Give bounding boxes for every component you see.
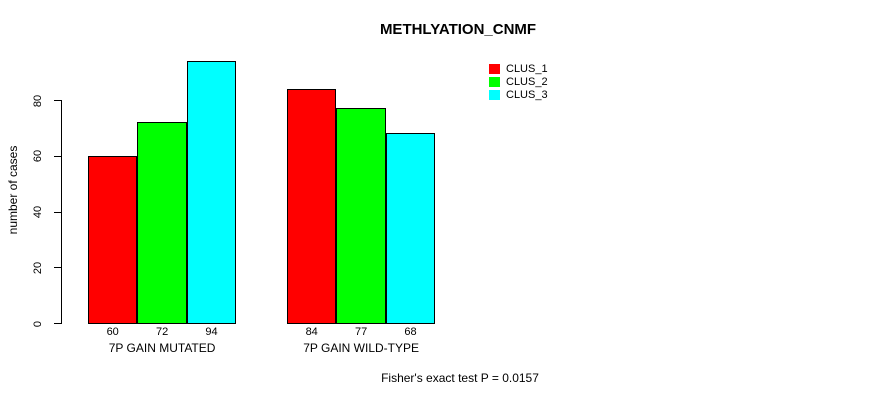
bar-value-label: 60 — [106, 326, 119, 338]
bar-clus_2-2 — [336, 108, 386, 324]
y-axis-label: number of cases — [6, 145, 20, 235]
bar-clus_1-1 — [88, 155, 138, 324]
bar-value-label: 84 — [305, 326, 318, 338]
bar-value-label: 94 — [205, 326, 218, 338]
legend-label: CLUS_3 — [506, 88, 548, 101]
y-tick-label: 40 — [32, 205, 44, 219]
y-axis-tick — [54, 267, 61, 269]
y-tick-label: 0 — [32, 320, 44, 327]
y-axis-line — [61, 100, 62, 324]
bar-clus_3-2 — [385, 133, 436, 324]
legend-label: CLUS_1 — [506, 62, 548, 75]
bar-value-label: 77 — [354, 326, 368, 338]
legend: CLUS_1 CLUS_2 CLUS_3 — [489, 62, 548, 101]
annotation-fisher-test: Fisher's exact test P = 0.0157 — [381, 371, 539, 385]
y-axis-tick — [54, 155, 61, 157]
bar-clus_2-1 — [137, 122, 187, 324]
y-tick-label: 80 — [32, 94, 44, 107]
category-label: 7P GAIN MUTATED — [108, 341, 216, 355]
category-label: 7P GAIN WILD-TYPE — [303, 341, 419, 355]
legend-swatch-icon — [489, 89, 500, 100]
y-axis-tick — [54, 323, 61, 324]
chart-title: METHLYATION_CNMF — [379, 21, 537, 38]
legend-item-clus_1: CLUS_1 — [489, 62, 548, 75]
y-tick-label: 60 — [32, 150, 44, 163]
legend-item-clus_2: CLUS_2 — [489, 75, 548, 88]
legend-swatch-icon — [489, 76, 500, 87]
legend-swatch-icon — [489, 63, 500, 74]
y-axis-tick — [54, 100, 61, 101]
bar-clus_3-1 — [186, 60, 237, 324]
legend-item-clus_3: CLUS_3 — [489, 88, 548, 101]
y-axis-tick — [54, 211, 61, 213]
y-tick-label: 20 — [32, 261, 44, 274]
bar-value-label: 72 — [155, 326, 169, 338]
bar-clus_1-2 — [287, 88, 337, 324]
bar-value-label: 68 — [404, 326, 417, 338]
legend-label: CLUS_2 — [506, 75, 548, 88]
